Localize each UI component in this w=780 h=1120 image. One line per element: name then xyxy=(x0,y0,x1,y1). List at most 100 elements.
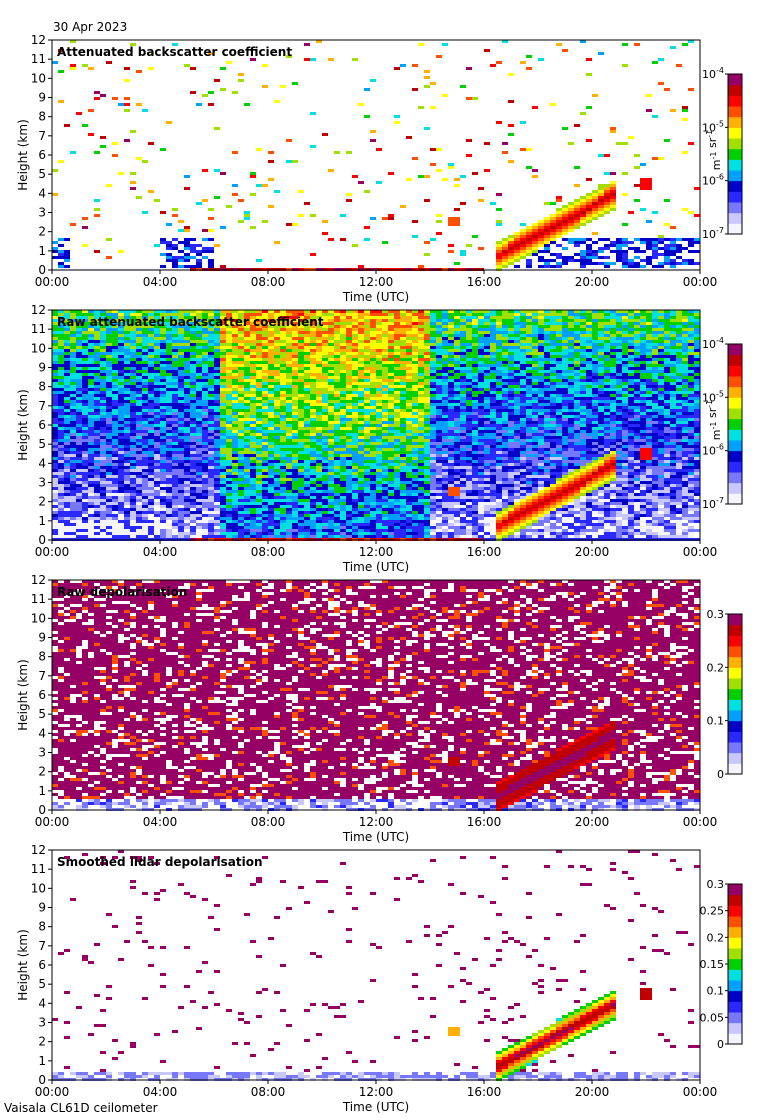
heatmap-cell xyxy=(172,358,178,361)
heatmap-cell xyxy=(214,517,220,520)
heatmap-cell xyxy=(256,406,262,409)
heatmap-cell xyxy=(220,388,226,391)
heatmap-cell xyxy=(94,328,100,331)
heatmap-cell xyxy=(208,484,214,487)
heatmap-cell xyxy=(262,400,268,403)
heatmap-cell xyxy=(58,376,64,379)
heatmap-cell xyxy=(106,340,112,343)
heatmap-cell xyxy=(496,244,502,247)
heatmap-cell xyxy=(88,310,94,313)
heatmap-cell xyxy=(82,532,88,535)
heatmap-cell xyxy=(562,208,568,211)
heatmap-cell xyxy=(76,361,82,364)
heatmap-cell xyxy=(430,82,436,85)
heatmap-cell xyxy=(64,535,70,538)
heatmap-cell xyxy=(628,265,634,268)
heatmap-cell xyxy=(88,475,94,478)
heatmap-cell xyxy=(184,331,190,334)
heatmap-cell xyxy=(52,406,58,409)
heatmap-cell xyxy=(502,238,508,241)
heatmap-cell xyxy=(160,376,166,379)
heatmap-cell xyxy=(214,409,220,412)
heatmap-cell xyxy=(178,469,184,472)
heatmap-cell xyxy=(304,412,310,415)
heatmap-cell xyxy=(64,358,70,361)
heatmap-cell xyxy=(148,448,154,451)
heatmap-cell xyxy=(118,430,124,433)
heatmap-cell xyxy=(178,316,184,319)
heatmap-cell xyxy=(574,223,580,226)
heatmap-cell xyxy=(88,424,94,427)
heatmap-cell xyxy=(256,184,262,187)
heatmap-cell xyxy=(118,388,124,391)
heatmap-cell xyxy=(346,193,352,196)
heatmap-cell xyxy=(586,139,592,142)
heatmap-cell xyxy=(334,388,340,391)
heatmap-cell xyxy=(142,466,148,469)
heatmap-cell xyxy=(340,352,346,355)
heatmap-cell xyxy=(160,439,166,442)
heatmap-cell xyxy=(256,343,262,346)
heatmap-cell xyxy=(250,334,256,337)
heatmap-cell xyxy=(58,388,64,391)
heatmap-cell xyxy=(256,418,262,421)
heatmap-cell xyxy=(244,346,250,349)
heatmap-cell xyxy=(574,259,580,262)
heatmap-cell xyxy=(286,409,292,412)
heatmap-cell xyxy=(208,436,214,439)
heatmap-cell xyxy=(100,454,106,457)
heatmap-cell xyxy=(118,346,124,349)
heatmap-cell xyxy=(244,322,250,325)
heatmap-cell xyxy=(292,487,298,490)
heatmap-cell xyxy=(292,337,298,340)
heatmap-cell xyxy=(202,415,208,418)
heatmap-cell xyxy=(334,358,340,361)
heatmap-cell xyxy=(166,394,172,397)
heatmap-cell xyxy=(130,334,136,337)
heatmap-cell xyxy=(160,331,166,334)
heatmap-cell xyxy=(328,517,334,520)
heatmap-cell xyxy=(676,238,682,241)
heatmap-cell xyxy=(268,493,274,496)
heatmap-cell xyxy=(298,436,304,439)
heatmap-cell xyxy=(112,430,118,433)
heatmap-cell xyxy=(136,514,142,517)
heatmap-cell xyxy=(292,442,298,445)
heatmap-cell xyxy=(502,262,508,265)
heatmap-cell xyxy=(280,379,286,382)
heatmap-cell xyxy=(244,514,250,517)
heatmap-cell xyxy=(298,517,304,520)
heatmap-cell xyxy=(52,382,58,385)
heatmap-cell xyxy=(58,457,64,460)
heatmap-cell xyxy=(568,220,574,223)
heatmap-cell xyxy=(160,418,166,421)
heatmap-cell xyxy=(244,529,250,532)
heatmap-cell xyxy=(256,316,262,319)
heatmap-cell xyxy=(334,508,340,511)
heatmap-cell xyxy=(142,415,148,418)
heatmap-cell xyxy=(244,388,250,391)
heatmap-cell xyxy=(250,388,256,391)
heatmap-cell xyxy=(316,394,322,397)
heatmap-cell xyxy=(88,463,94,466)
heatmap-cell xyxy=(430,163,436,166)
heatmap-cell xyxy=(76,439,82,442)
heatmap-cell xyxy=(124,325,130,328)
heatmap-cell xyxy=(190,409,196,412)
heatmap-cell xyxy=(298,376,304,379)
heatmap-cell xyxy=(214,397,220,400)
heatmap-cell xyxy=(214,529,220,532)
heatmap-cell xyxy=(358,454,364,457)
heatmap-cell xyxy=(160,397,166,400)
heatmap-cell xyxy=(460,250,466,253)
heatmap-cell xyxy=(634,256,640,259)
heatmap-cell xyxy=(94,433,100,436)
heatmap-cell xyxy=(328,364,334,367)
heatmap-cell xyxy=(226,457,232,460)
heatmap-cell xyxy=(652,253,658,256)
heatmap-cell xyxy=(172,403,178,406)
heatmap-cell xyxy=(274,457,280,460)
heatmap-cell xyxy=(460,85,466,88)
heatmap-cell xyxy=(58,508,64,511)
heatmap-cell xyxy=(220,358,226,361)
